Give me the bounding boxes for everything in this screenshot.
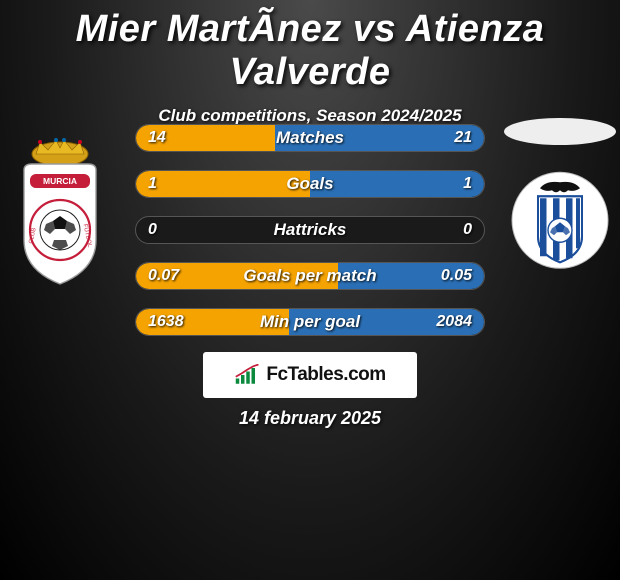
stat-bar: 0.070.05Goals per match bbox=[135, 262, 485, 290]
right-club-crest bbox=[510, 163, 610, 278]
stat-label: Goals per match bbox=[136, 263, 484, 289]
stat-bar: 11Goals bbox=[135, 170, 485, 198]
footer-date: 14 february 2025 bbox=[0, 408, 620, 429]
stat-bar: 00Hattricks bbox=[135, 216, 485, 244]
left-club-crest: MURCIA CLUB FUTBOL bbox=[10, 136, 110, 286]
stat-label: Matches bbox=[136, 125, 484, 151]
branding-text: FcTables.com bbox=[266, 364, 385, 386]
page-title: Mier MartÃ­nez vs Atienza Valverde bbox=[0, 0, 620, 94]
left-crest-text: MURCIA bbox=[43, 176, 77, 186]
left-club-block: MURCIA CLUB FUTBOL bbox=[0, 118, 120, 278]
branding-icon bbox=[234, 364, 262, 386]
right-club-block bbox=[500, 118, 620, 278]
stats-container: 1421Matches 11Goals 00Hattricks 0.070.05Goa… bbox=[135, 124, 485, 354]
stat-label: Hattricks bbox=[136, 217, 484, 243]
right-ellipse bbox=[504, 118, 616, 145]
stat-label: Min per goal bbox=[136, 309, 484, 335]
stat-bar: 16382084Min per goal bbox=[135, 308, 485, 336]
stat-bar: 1421Matches bbox=[135, 124, 485, 152]
stat-label: Goals bbox=[136, 171, 484, 197]
branding-box: FcTables.com bbox=[203, 352, 417, 398]
